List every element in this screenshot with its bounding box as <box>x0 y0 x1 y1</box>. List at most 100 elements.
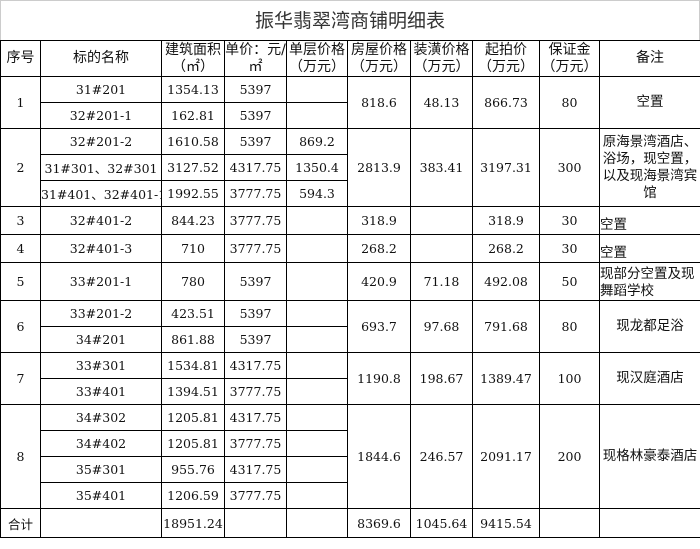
decoration-price-cell: 246.57 <box>410 404 473 509</box>
unit-price-cell: 3777.75 <box>224 234 287 263</box>
floor-price-cell <box>286 102 348 129</box>
deposit-cell: 300 <box>539 128 600 207</box>
table-row: 8 34#302 1205.81 4317.75 1844.6 246.57 2091.17… <box>0 404 700 509</box>
seq-cell: 2 <box>0 128 41 207</box>
total-area: 18951.24 <box>161 508 225 538</box>
start-price-cell: 3197.31 <box>472 128 540 207</box>
floor-price-cell <box>286 76 348 103</box>
name-cell: 32#401-2 <box>40 206 162 235</box>
deposit-cell: 50 <box>539 262 600 301</box>
deposit-cell: 100 <box>539 352 600 405</box>
unit-price-cell: 5397 <box>224 76 287 103</box>
name-cell: 31#201 <box>40 76 162 103</box>
name-cell: 33#401 <box>40 378 162 405</box>
table-row: 35#301 955.76 4317.75 <box>1 456 700 483</box>
decoration-price-cell: 97.68 <box>410 300 473 353</box>
name-cell: 34#302 <box>40 404 162 431</box>
area-cell: 423.51 <box>161 300 225 327</box>
area-cell: 1205.81 <box>161 404 225 431</box>
total-start-price: 9415.54 <box>472 508 540 538</box>
house-price-cell: 1844.6 <box>347 404 411 509</box>
page-title: 振华翡翠湾商铺明细表 <box>0 0 700 40</box>
decoration-price-cell: 198.67 <box>410 352 473 405</box>
header-deposit: 保证金（万元） <box>539 40 600 77</box>
area-cell: 861.88 <box>161 326 225 353</box>
start-price-cell: 866.73 <box>472 76 540 129</box>
start-price-cell: 791.68 <box>472 300 540 353</box>
deposit-cell: 30 <box>539 206 600 235</box>
table-row: 35#401 1206.59 3777.75 <box>1 482 700 509</box>
header-remark: 备注 <box>599 40 700 77</box>
table-row: 3 32#401-2 844.23 3777.75 318.9 318.9 30 空置 <box>0 206 700 235</box>
table-row: 6 33#201-2 423.51 5397 693.7 97.68 791.68 80 现龙都… <box>0 300 700 353</box>
header-unit-price: 单价：元/㎡ <box>224 40 287 77</box>
header-row: 序号 标的名称 建筑面积（㎡） 单价：元/㎡ 单层价格（万元） 房屋价格（万元）… <box>0 40 700 77</box>
area-cell: 162.81 <box>161 102 225 129</box>
house-price-cell: 268.2 <box>347 234 411 263</box>
start-price-cell: 2091.17 <box>472 404 540 509</box>
floor-price-cell: 869.2 <box>286 128 348 155</box>
total-remark-empty <box>599 508 700 538</box>
remark-cell: 空置 <box>599 234 700 263</box>
floor-price-cell <box>286 482 348 509</box>
unit-price-cell: 5397 <box>224 128 287 155</box>
start-price-cell: 318.9 <box>472 206 540 235</box>
unit-price-cell: 3777.75 <box>224 378 287 405</box>
area-cell: 955.76 <box>161 456 225 483</box>
floor-price-cell <box>286 234 348 263</box>
seq-cell: 6 <box>0 300 41 353</box>
area-cell: 1610.58 <box>161 128 225 155</box>
floor-price-cell: 1350.4 <box>286 154 348 181</box>
total-unit-empty <box>224 508 287 538</box>
unit-price-cell: 3777.75 <box>224 180 287 207</box>
remark-cell: 现格林豪泰酒店 <box>599 404 700 509</box>
unit-price-cell: 3777.75 <box>224 206 287 235</box>
unit-price-cell: 4317.75 <box>224 154 287 181</box>
table-row: 34#201 861.88 5397 <box>1 326 700 353</box>
header-house-price: 房屋价格（万元） <box>347 40 411 77</box>
decoration-price-cell: 383.41 <box>410 128 473 207</box>
remark-cell: 现部分空置及现舞蹈学校 <box>599 262 700 301</box>
unit-price-cell: 3777.75 <box>224 430 287 457</box>
total-deposit-empty <box>539 508 600 538</box>
unit-price-cell: 4317.75 <box>224 456 287 483</box>
header-name: 标的名称 <box>40 40 162 77</box>
house-price-cell: 693.7 <box>347 300 411 353</box>
floor-price-cell <box>286 262 348 301</box>
floor-price-cell <box>286 300 348 327</box>
total-floor-empty <box>286 508 348 538</box>
total-label: 合计 <box>0 508 41 538</box>
table-row: 7 33#301 1534.81 4317.75 1190.8 198.67 1389.47… <box>0 352 700 405</box>
floor-price-cell <box>286 206 348 235</box>
unit-price-cell: 5397 <box>224 300 287 327</box>
name-cell: 33#301 <box>40 352 162 379</box>
house-price-cell: 2813.9 <box>347 128 411 207</box>
start-price-cell: 268.2 <box>472 234 540 263</box>
header-start-price: 起拍价（万元） <box>472 40 540 77</box>
shop-detail-table: 序号 标的名称 建筑面积（㎡） 单价：元/㎡ 单层价格（万元） 房屋价格（万元）… <box>0 40 700 538</box>
area-cell: 844.23 <box>161 206 225 235</box>
name-cell: 34#201 <box>40 326 162 353</box>
floor-price-cell <box>286 404 348 431</box>
name-cell: 33#201-1 <box>40 262 162 301</box>
remark-cell: 现汉庭酒店 <box>599 352 700 405</box>
total-name-empty <box>40 508 162 538</box>
header-decoration-price: 装潢价格（万元） <box>410 40 473 77</box>
decoration-price-cell: 48.13 <box>410 76 473 129</box>
area-cell: 1992.55 <box>161 180 225 207</box>
floor-price-cell <box>286 352 348 379</box>
deposit-cell: 80 <box>539 300 600 353</box>
unit-price-cell: 4317.75 <box>224 404 287 431</box>
table-row: 5 33#201-1 780 5397 420.9 71.18 492.08 50 现部分空置及… <box>0 262 700 301</box>
area-cell: 1394.51 <box>161 378 225 405</box>
start-price-cell: 1389.47 <box>472 352 540 405</box>
name-cell: 35#401 <box>40 482 162 509</box>
name-cell: 31#301、32#301 <box>40 154 162 181</box>
unit-price-cell: 5397 <box>224 262 287 301</box>
seq-cell: 8 <box>0 404 41 509</box>
floor-price-cell: 594.3 <box>286 180 348 207</box>
remark-cell: 原海景湾酒店、浴场，现空置，以及现海景湾宾馆 <box>599 128 700 207</box>
floor-price-cell <box>286 326 348 353</box>
name-cell: 32#201-2 <box>40 128 162 155</box>
name-cell: 33#201-2 <box>40 300 162 327</box>
